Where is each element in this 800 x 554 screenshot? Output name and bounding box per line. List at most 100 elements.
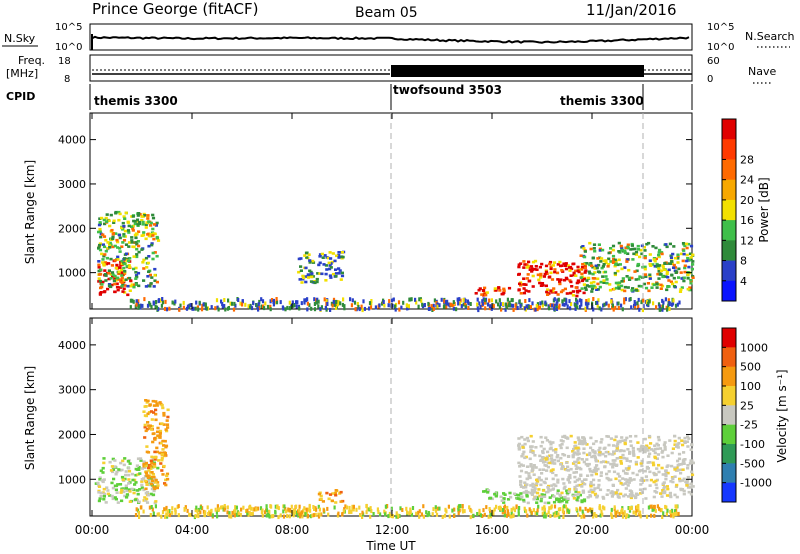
data-cell bbox=[103, 253, 107, 256]
data-cell bbox=[652, 480, 656, 484]
data-cell bbox=[98, 243, 102, 247]
data-cell bbox=[160, 456, 164, 460]
data-cell bbox=[395, 514, 398, 519]
data-cell bbox=[122, 287, 126, 291]
data-cell bbox=[111, 468, 115, 471]
power-colorbar-swatch bbox=[722, 199, 736, 221]
data-cell bbox=[554, 474, 558, 477]
data-cell bbox=[315, 300, 318, 305]
data-cell bbox=[150, 428, 154, 431]
data-cell bbox=[603, 465, 607, 469]
data-cell bbox=[351, 507, 354, 512]
data-cell bbox=[685, 440, 689, 443]
data-cell bbox=[146, 399, 150, 403]
data-cell bbox=[313, 307, 317, 312]
data-cell bbox=[565, 468, 569, 472]
data-cell bbox=[655, 286, 659, 289]
data-cell bbox=[541, 511, 544, 516]
data-cell bbox=[639, 492, 643, 495]
data-cell bbox=[631, 446, 635, 450]
data-cell bbox=[656, 504, 659, 509]
data-cell bbox=[127, 473, 131, 477]
data-cell bbox=[561, 453, 565, 456]
data-cell bbox=[585, 262, 589, 265]
data-cell bbox=[582, 499, 587, 503]
data-cell bbox=[498, 305, 501, 310]
data-cell bbox=[604, 259, 608, 262]
data-cell bbox=[565, 277, 569, 281]
data-cell bbox=[520, 495, 524, 498]
data-cell bbox=[506, 498, 511, 501]
data-cell bbox=[122, 239, 127, 242]
data-cell bbox=[575, 294, 579, 298]
data-cell bbox=[510, 507, 513, 512]
data-cell bbox=[136, 492, 140, 496]
data-cell bbox=[599, 513, 602, 518]
data-cell bbox=[216, 504, 219, 509]
data-cell bbox=[687, 490, 691, 494]
data-cell bbox=[616, 472, 620, 476]
data-cell bbox=[565, 489, 569, 492]
data-cell bbox=[551, 459, 555, 463]
data-cell bbox=[664, 471, 668, 474]
data-cell bbox=[127, 466, 131, 470]
data-cell bbox=[127, 245, 131, 248]
power-ytick-label: 4000 bbox=[58, 134, 86, 147]
data-cell bbox=[137, 468, 141, 471]
data-cell bbox=[149, 302, 152, 307]
data-cell bbox=[581, 509, 584, 514]
velocity-colorbar-tick-label: -25 bbox=[740, 419, 758, 432]
data-cell bbox=[501, 510, 504, 515]
data-cell bbox=[606, 477, 610, 481]
data-cell bbox=[666, 487, 670, 491]
data-cell bbox=[675, 445, 679, 448]
data-cell bbox=[528, 268, 532, 271]
data-cell bbox=[532, 508, 535, 513]
data-cell bbox=[134, 241, 138, 244]
data-cell bbox=[97, 266, 101, 269]
data-cell bbox=[143, 423, 147, 427]
data-cell bbox=[549, 303, 552, 308]
data-cell bbox=[566, 478, 570, 481]
data-cell bbox=[617, 258, 621, 262]
data-cell bbox=[631, 287, 635, 290]
data-cell bbox=[670, 274, 674, 277]
data-cell bbox=[569, 280, 573, 284]
data-cell bbox=[266, 304, 270, 309]
data-cell bbox=[626, 245, 630, 249]
data-cell bbox=[533, 268, 537, 271]
data-cell bbox=[524, 489, 528, 493]
data-cell bbox=[657, 267, 661, 270]
data-cell bbox=[310, 275, 314, 279]
data-cell bbox=[524, 471, 528, 474]
data-cell bbox=[241, 299, 244, 304]
data-cell bbox=[520, 435, 524, 439]
data-cell bbox=[555, 301, 558, 306]
data-cell bbox=[179, 303, 182, 308]
data-cell bbox=[673, 266, 678, 269]
data-cell bbox=[537, 488, 541, 491]
data-cell bbox=[480, 293, 484, 296]
data-cell bbox=[342, 297, 345, 302]
data-cell bbox=[284, 506, 287, 511]
data-cell bbox=[151, 251, 155, 255]
data-cell bbox=[596, 257, 600, 260]
data-cell bbox=[144, 223, 148, 227]
data-cell bbox=[462, 302, 465, 307]
data-cell bbox=[157, 459, 161, 462]
velocity-colorbar-swatch bbox=[722, 386, 736, 406]
data-cell bbox=[118, 266, 122, 269]
data-cell bbox=[377, 510, 380, 515]
data-cell bbox=[580, 268, 584, 271]
data-cell bbox=[618, 449, 622, 453]
data-cell bbox=[143, 436, 147, 439]
data-cell bbox=[115, 470, 119, 474]
data-cell bbox=[135, 253, 139, 256]
data-cell bbox=[624, 297, 627, 302]
data-cell bbox=[120, 285, 124, 288]
data-cell bbox=[661, 307, 664, 312]
data-cell bbox=[686, 277, 690, 280]
data-cell bbox=[493, 287, 497, 290]
data-cell bbox=[114, 497, 118, 501]
data-cell bbox=[664, 504, 667, 509]
